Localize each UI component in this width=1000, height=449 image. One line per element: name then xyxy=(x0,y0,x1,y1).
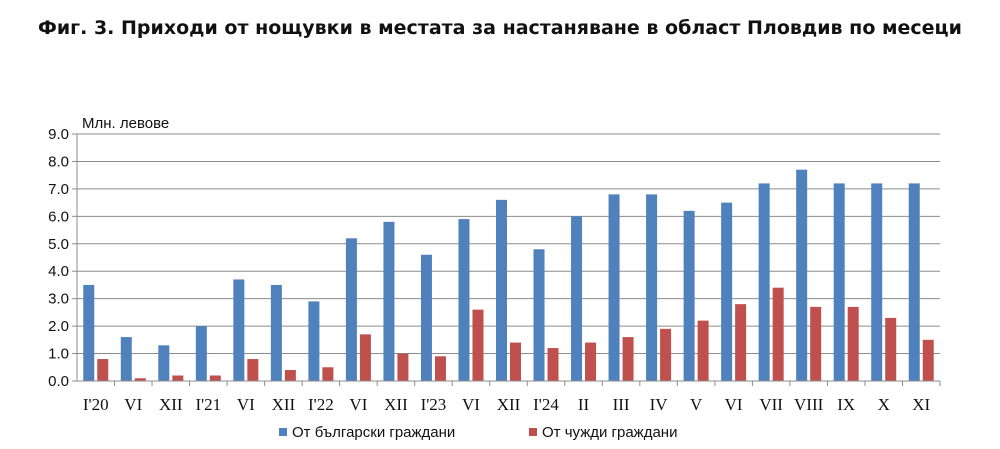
bar-bulgarian-citizens xyxy=(833,183,845,381)
bars xyxy=(83,169,934,381)
bar-foreign-citizens xyxy=(660,328,672,381)
y-tick-label: 6.0 xyxy=(48,208,69,225)
bar-bulgarian-citizens xyxy=(308,301,320,381)
bar-foreign-citizens xyxy=(172,375,184,381)
bar-bulgarian-citizens xyxy=(871,183,883,381)
bar-bulgarian-citizens xyxy=(420,254,432,381)
legend-swatch xyxy=(529,428,537,436)
y-tick-label: 0.0 xyxy=(48,373,69,390)
bar-foreign-citizens xyxy=(547,348,559,381)
x-tick-label: VI xyxy=(349,395,367,414)
x-tick-label: VII xyxy=(759,395,783,414)
bar-foreign-citizens xyxy=(772,287,784,381)
bar-bulgarian-citizens xyxy=(345,238,357,381)
x-tick-label: IV xyxy=(650,395,669,414)
x-tick-label: I'24 xyxy=(533,395,559,414)
bar-foreign-citizens xyxy=(922,339,934,381)
bar-foreign-citizens xyxy=(359,334,371,381)
bar-bulgarian-citizens xyxy=(571,216,583,381)
bar-foreign-citizens xyxy=(209,375,221,381)
bar-bulgarian-citizens xyxy=(158,345,170,381)
bar-bulgarian-citizens xyxy=(496,199,507,381)
y-tick-label: 1.0 xyxy=(48,346,69,363)
bar-bulgarian-citizens xyxy=(383,221,395,381)
bar-foreign-citizens xyxy=(322,367,334,381)
bar-bulgarian-citizens xyxy=(721,202,733,381)
y-tick-label: 8.0 xyxy=(48,153,69,170)
bar-bulgarian-citizens xyxy=(533,249,545,381)
y-axis-unit-label: Млн. левове xyxy=(82,115,169,132)
x-tick-label: VI xyxy=(124,395,142,414)
bar-foreign-citizens xyxy=(510,342,521,381)
x-tick-label: X xyxy=(878,395,890,414)
x-tick-label: I'23 xyxy=(421,395,447,414)
x-tick-label: XII xyxy=(159,395,183,414)
gridlines xyxy=(77,133,940,355)
x-tick-label: XII xyxy=(497,395,521,414)
bar-bulgarian-citizens xyxy=(233,279,245,381)
x-tick-label: I'20 xyxy=(83,395,109,414)
bar-foreign-citizens xyxy=(397,353,409,381)
bar-foreign-citizens xyxy=(810,306,822,381)
legend-label: От чужди граждани xyxy=(542,424,677,441)
bar-bulgarian-citizens xyxy=(683,210,695,381)
y-tick-label: 5.0 xyxy=(48,236,69,253)
x-tick-label: I'21 xyxy=(195,395,221,414)
x-tick-label: IX xyxy=(837,395,855,414)
bar-bulgarian-citizens xyxy=(796,169,808,381)
y-tick-label: 9.0 xyxy=(48,126,69,143)
x-tick-label: VIII xyxy=(794,395,824,414)
x-tick-label: VI xyxy=(237,395,255,414)
x-tick-label: II xyxy=(578,395,590,414)
legend-label: От български граждани xyxy=(292,424,455,441)
x-tick-label: VI xyxy=(462,395,480,414)
x-tick-label: XII xyxy=(384,395,408,414)
bar-foreign-citizens xyxy=(134,378,146,381)
bar-foreign-citizens xyxy=(97,359,109,381)
x-tick-label: III xyxy=(613,395,630,414)
bar-foreign-citizens xyxy=(472,309,484,381)
y-tick-label: 2.0 xyxy=(48,318,69,335)
bar-foreign-citizens xyxy=(735,304,747,381)
y-tick-label: 4.0 xyxy=(48,263,69,280)
bar-bulgarian-citizens xyxy=(195,326,207,381)
y-tick-label: 7.0 xyxy=(48,181,69,198)
bar-bulgarian-citizens xyxy=(608,194,620,381)
bar-foreign-citizens xyxy=(885,317,897,381)
x-tick-label: VI xyxy=(725,395,743,414)
bar-foreign-citizens xyxy=(434,356,446,381)
y-tick-label: 3.0 xyxy=(48,291,69,308)
bar-bulgarian-citizens xyxy=(646,194,658,381)
x-tick-label: I'22 xyxy=(308,395,334,414)
x-tick-label: V xyxy=(690,395,703,414)
legend-swatch xyxy=(279,428,287,436)
bar-bulgarian-citizens xyxy=(83,284,95,381)
bar-bulgarian-citizens xyxy=(120,337,132,381)
legend: От български граждани От чужди граждани xyxy=(279,424,677,441)
bar-foreign-citizens xyxy=(284,370,296,381)
x-tick-label: XI xyxy=(912,395,930,414)
bar-foreign-citizens xyxy=(622,337,634,381)
bar-bulgarian-citizens xyxy=(270,284,282,381)
bar-bulgarian-citizens xyxy=(758,183,770,381)
bar-foreign-citizens xyxy=(847,306,859,381)
chart-title: Фиг. 3. Приходи от нощувки в местата за … xyxy=(38,17,962,39)
bar-foreign-citizens xyxy=(697,320,709,381)
bar-foreign-citizens xyxy=(585,342,597,381)
x-tick-label: XII xyxy=(272,395,296,414)
bar-bulgarian-citizens xyxy=(908,183,920,381)
bar-foreign-citizens xyxy=(247,359,259,381)
axes: 0.01.02.03.04.05.06.07.08.09.0I'20 VI XII I… xyxy=(48,126,941,414)
bar-bulgarian-citizens xyxy=(458,219,470,381)
